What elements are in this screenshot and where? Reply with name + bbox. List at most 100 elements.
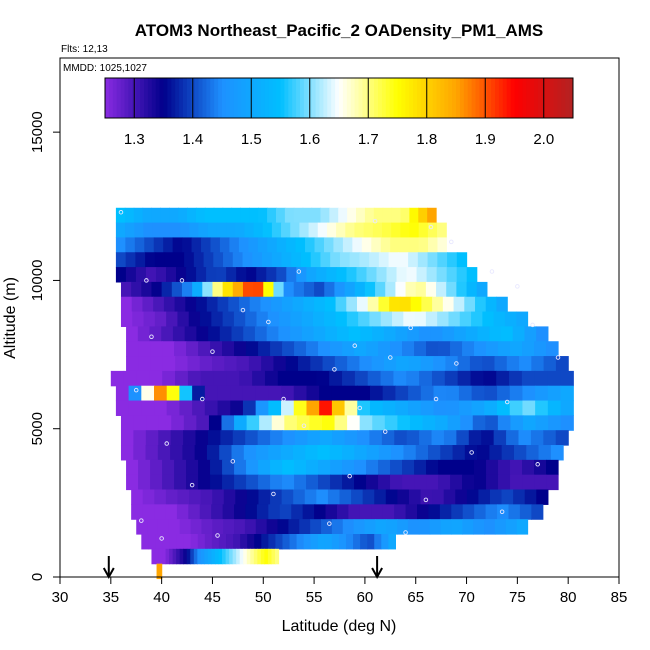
heatmap-cell: [268, 534, 277, 550]
colorbar-segment: [432, 78, 437, 118]
colorbar-segment: [159, 78, 164, 118]
heatmap-cell: [246, 474, 259, 491]
heatmap-cell: [192, 400, 206, 416]
heatmap-cell: [534, 370, 549, 387]
colorbar-segment: [225, 78, 231, 118]
heatmap-cell: [142, 489, 155, 505]
heatmap-cell: [258, 489, 271, 505]
heatmap-cell: [211, 534, 220, 550]
heatmap-cell: [189, 222, 200, 239]
heatmap-cell: [378, 459, 391, 476]
heatmap-cell: [346, 267, 358, 283]
heatmap-cell: [254, 326, 268, 342]
colorbar-segment: [417, 78, 422, 118]
heatmap-cell: [346, 296, 358, 313]
heatmap-cell: [172, 237, 183, 253]
heatmap-cell: [183, 548, 188, 565]
heatmap-cell: [310, 534, 319, 550]
heatmap-cell: [361, 237, 372, 253]
heatmap-cell: [290, 222, 301, 239]
sample-point: [504, 399, 510, 405]
heatmap-cell: [123, 370, 138, 387]
colorbar-segment: [475, 78, 480, 118]
heatmap-cell: [151, 548, 156, 565]
heatmap-cell: [281, 489, 294, 505]
heatmap-cell: [323, 237, 335, 253]
heatmap-cell: [462, 474, 475, 491]
heatmap-cell: [330, 474, 343, 491]
heatmap-cell: [469, 356, 483, 372]
heatmap-cell: [257, 430, 271, 446]
heatmap-cell: [219, 445, 233, 461]
heatmap-cell: [324, 311, 337, 327]
heatmap-cell: [259, 415, 273, 431]
sample-point: [230, 459, 236, 464]
heatmap-cell: [183, 415, 197, 431]
heatmap-cell: [240, 534, 248, 550]
heatmap-cell: [274, 548, 280, 565]
heatmap-cell: [178, 207, 188, 224]
heatmap-cell: [181, 281, 193, 298]
heatmap-cell: [169, 534, 178, 550]
heatmap-cell: [216, 267, 227, 283]
heatmap-cell: [522, 459, 535, 476]
heatmap-cell: [232, 548, 237, 565]
heatmap-cell: [230, 385, 244, 402]
heatmap-cell: [543, 430, 557, 446]
heatmap-cell: [154, 252, 166, 268]
heatmap-cell: [234, 504, 247, 520]
heatmap-cell: [309, 415, 323, 431]
heatmap-cell: [466, 267, 478, 283]
heatmap-cell: [378, 474, 391, 491]
heatmap-cell: [366, 474, 379, 491]
colorbar-segment: [268, 78, 274, 118]
colorbar-segment: [342, 78, 348, 118]
colorbar-segment: [108, 78, 114, 118]
heatmap-cell: [420, 400, 435, 416]
heatmap-cell: [134, 237, 145, 253]
heatmap-cell: [335, 296, 347, 313]
colorbar-segment: [534, 78, 539, 118]
heatmap-cell: [386, 267, 398, 283]
heatmap-cell: [271, 222, 282, 239]
heatmap-cell: [232, 281, 244, 298]
colorbar-segment: [498, 78, 504, 118]
heatmap-cell: [359, 504, 372, 520]
heatmap-cell: [303, 370, 317, 387]
heatmap-cell: [339, 489, 352, 505]
heatmap-cell: [409, 237, 420, 253]
heatmap-cell: [427, 222, 438, 239]
heatmap-cell: [166, 267, 177, 283]
heatmap-cell: [138, 474, 151, 491]
heatmap-cell: [489, 326, 502, 342]
heatmap-cell: [367, 534, 375, 550]
sample-point: [118, 209, 124, 215]
heatmap-cell: [199, 504, 212, 520]
heatmap-cell: [222, 548, 227, 565]
heatmap-cell: [160, 207, 170, 224]
heatmap-cell: [204, 534, 213, 550]
colorbar-segment: [311, 78, 317, 118]
heatmap-cell: [498, 341, 511, 357]
heatmap-cell: [458, 400, 473, 416]
heatmap-cell: [311, 207, 322, 224]
heatmap-cell: [211, 548, 216, 565]
heatmap-cell: [464, 445, 478, 461]
heatmap-cell: [270, 430, 284, 446]
heatmap-cell: [417, 252, 429, 268]
heatmap-cell: [344, 400, 358, 416]
colorbar-segment: [459, 78, 465, 118]
heatmap-cell: [115, 207, 126, 224]
sample-point: [372, 218, 378, 224]
heatmap-cell: [342, 445, 355, 461]
heatmap-cell: [378, 445, 392, 461]
heatmap-cell: [143, 222, 154, 239]
heatmap-cell: [493, 311, 506, 327]
heatmap-cell: [162, 474, 175, 491]
heatmap-cell: [289, 534, 298, 550]
heatmap-cell: [330, 252, 341, 268]
sample-point: [388, 355, 393, 360]
heatmap-cell: [384, 415, 398, 431]
colorbar-segment: [381, 78, 387, 118]
heatmap-cell: [422, 415, 436, 431]
